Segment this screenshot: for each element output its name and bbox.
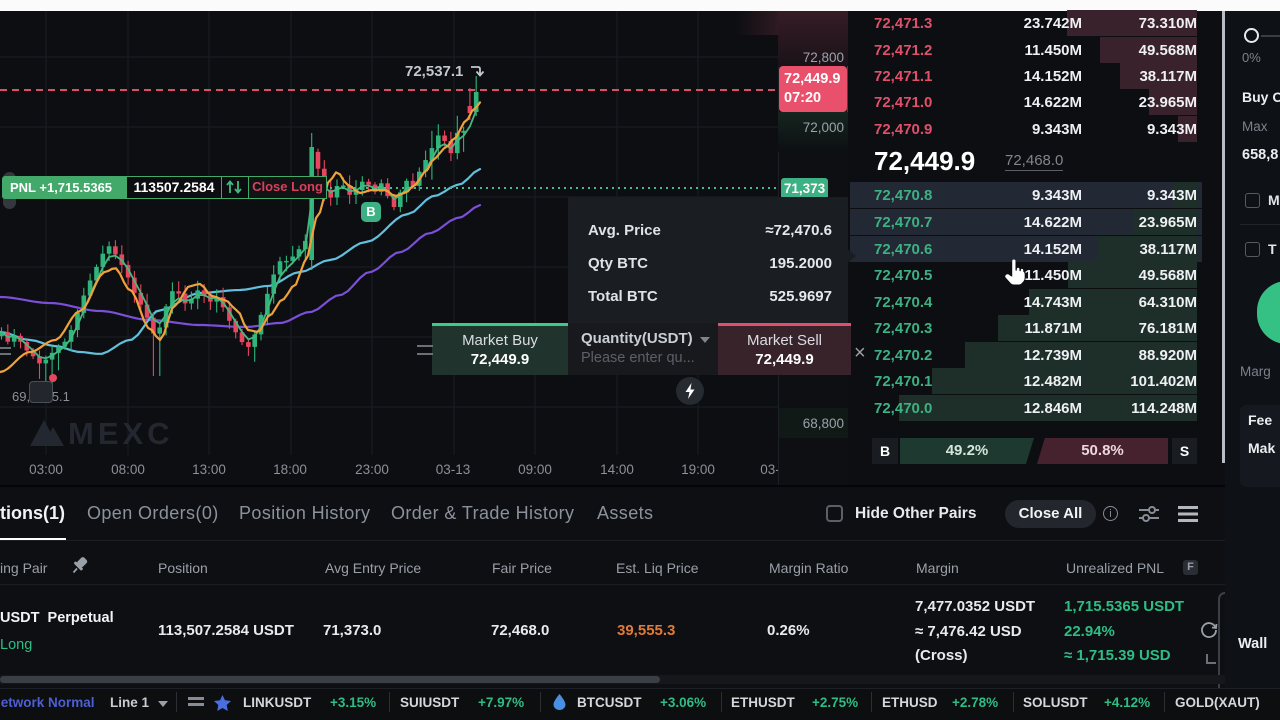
svg-text:MEXC: MEXC bbox=[68, 416, 174, 451]
